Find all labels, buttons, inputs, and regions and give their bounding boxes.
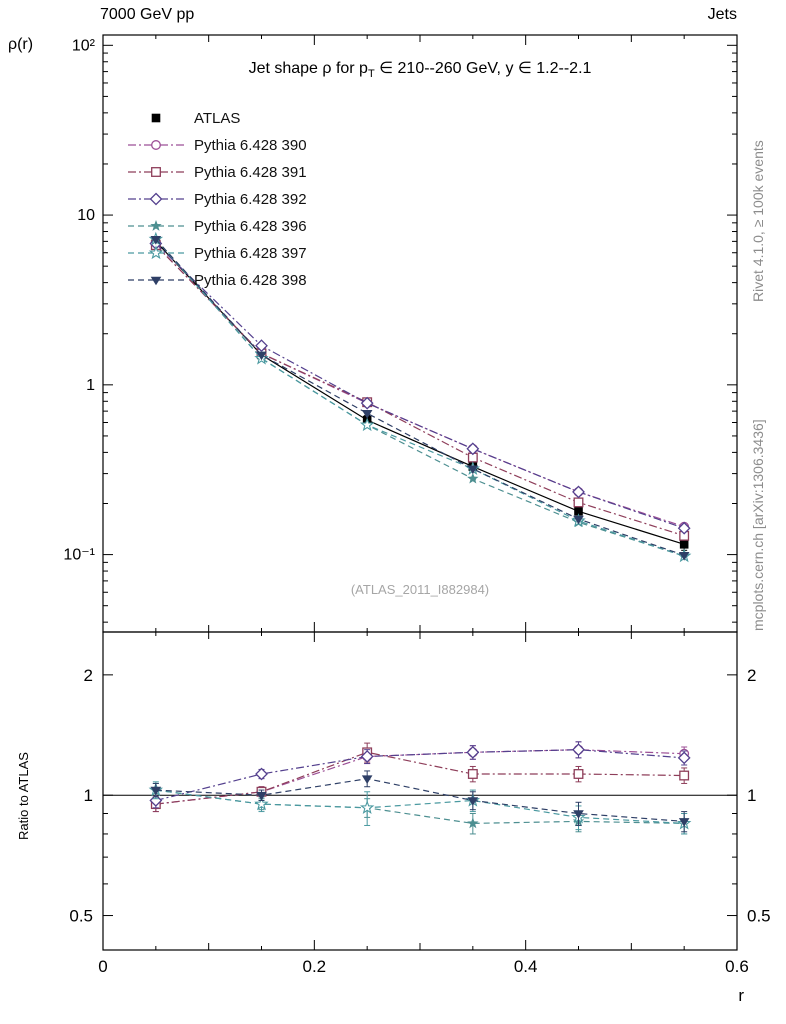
svg-text:0.5: 0.5 [747, 907, 771, 926]
plot-title-suffix: ∈ 210--260 GeV, y ∈ 1.2--2.1 [374, 60, 592, 77]
series-pythia-6-428-397 [148, 781, 692, 835]
svg-text:2: 2 [747, 666, 756, 685]
legend-item-pythia-6-428-390: Pythia 6.428 390 [128, 137, 307, 154]
legend-item-atlas: ATLAS [151, 110, 240, 127]
svg-text:Pythia 6.428 392: Pythia 6.428 392 [194, 191, 307, 208]
svg-text:1: 1 [84, 786, 93, 805]
svg-text:ATLAS: ATLAS [194, 110, 240, 127]
series-pythia-6-428-398 [150, 235, 690, 561]
series-pythia-6-428-391 [150, 742, 690, 813]
legend-item-pythia-6-428-396: Pythia 6.428 396 [128, 218, 307, 235]
legend: ATLAS Pythia 6.428 390 Pythia 6.428 391 Pyt… [128, 110, 307, 289]
legend-item-pythia-6-428-391: Pythia 6.428 391 [128, 164, 307, 181]
svg-text:0.5: 0.5 [69, 907, 93, 926]
svg-text:10: 10 [77, 207, 95, 224]
svg-text:0: 0 [98, 957, 107, 976]
svg-text:0.2: 0.2 [303, 957, 327, 976]
series-pythia-6-428-396 [150, 782, 690, 835]
plot-title: Jet shape ρ for pT ∈ 210--260 GeV, y ∈ 1… [103, 58, 737, 80]
svg-text:2: 2 [84, 666, 93, 685]
svg-text:Pythia 6.428 397: Pythia 6.428 397 [194, 245, 307, 262]
header-jets-label: Jets [707, 6, 737, 23]
svg-text:Pythia 6.428 398: Pythia 6.428 398 [194, 272, 307, 289]
svg-text:Pythia 6.428 396: Pythia 6.428 396 [194, 218, 307, 235]
svg-text:Pythia 6.428 390: Pythia 6.428 390 [194, 137, 307, 154]
main-y-axis-title: ρ(r) [8, 36, 34, 53]
plot-title-subscript: T [367, 68, 375, 81]
series-pythia-6-428-398 [150, 770, 690, 833]
svg-text:1: 1 [747, 786, 756, 805]
plot-title-prefix: Jet shape ρ for p [248, 60, 368, 77]
svg-text:0.6: 0.6 [725, 957, 749, 976]
legend-item-pythia-6-428-398: Pythia 6.428 398 [128, 272, 307, 289]
series-pythia-6-428-390 [150, 741, 690, 813]
svg-text:10²: 10² [72, 37, 96, 54]
svg-text:Pythia 6.428 391: Pythia 6.428 391 [194, 164, 307, 181]
analysis-id-watermark: (ATLAS_2011_I882984) [350, 582, 490, 597]
legend-item-pythia-6-428-397: Pythia 6.428 397 [128, 245, 307, 262]
header-beam-label: 7000 GeV pp [100, 6, 195, 23]
x-axis-title: r [738, 986, 744, 1005]
ratio-panel-frame [102, 631, 738, 951]
svg-text:10⁻¹: 10⁻¹ [63, 547, 95, 564]
series-pythia-6-428-392 [149, 741, 691, 809]
svg-text:0.4: 0.4 [514, 957, 538, 976]
svg-text:1: 1 [86, 377, 95, 394]
legend-item-pythia-6-428-392: Pythia 6.428 392 [128, 191, 307, 208]
